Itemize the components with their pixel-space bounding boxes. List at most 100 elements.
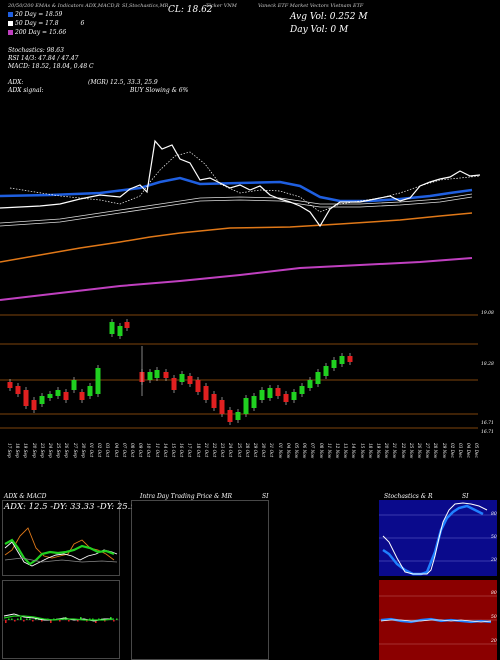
date-label: 26 Sep xyxy=(64,443,70,458)
candle-body xyxy=(79,392,85,400)
date-label: 07 Oct xyxy=(121,443,127,458)
macd-bar xyxy=(41,620,43,622)
header-indicators: 20/50/200 EMAs & Indicators ADX,MACD,R xyxy=(8,3,120,9)
mr-panel xyxy=(131,500,269,660)
macd-bar xyxy=(26,618,28,620)
date-label: 15 Nov xyxy=(359,443,365,459)
ema50-line xyxy=(0,193,473,224)
macd-bar xyxy=(29,618,31,620)
date-label: 18 Nov xyxy=(367,443,373,459)
candle-body xyxy=(117,326,123,336)
date-label: 16 Oct xyxy=(179,443,185,458)
adx-macd-title: ADX & MACD xyxy=(4,493,47,500)
date-label: 08 Oct xyxy=(130,443,135,458)
candle-body xyxy=(63,392,69,400)
ema50-line-2 xyxy=(0,196,473,227)
candle-body xyxy=(219,400,225,414)
legend-ema20: 20 Day = 18.59 xyxy=(8,11,84,18)
date-label: 30 Sep xyxy=(80,443,86,458)
date-label: 28 Oct xyxy=(244,443,250,458)
date-label: 26 Nov xyxy=(417,443,422,459)
ema200-swatch-icon xyxy=(8,30,13,35)
date-label: 31 Oct xyxy=(269,443,275,458)
mr-panel-title: Intra Day Trading Price & MR xyxy=(140,493,233,500)
date-label: 22 Oct xyxy=(212,443,217,458)
date-label: 05 Nov xyxy=(294,443,299,459)
macd-bar xyxy=(92,618,94,620)
candle-body xyxy=(39,396,45,404)
date-label: 07 Nov xyxy=(310,443,316,459)
macd-bar xyxy=(5,620,7,623)
macd-bar xyxy=(23,620,25,622)
date-label: 23 Sep xyxy=(39,443,45,458)
adx-orange-line xyxy=(4,527,115,561)
candle-body xyxy=(339,356,345,364)
date-label: 17 Sep xyxy=(7,443,12,458)
stoch-panel-title: Stochastics & R xyxy=(384,493,433,500)
macd-signal-line xyxy=(3,615,115,621)
date-label: 04 Oct xyxy=(113,443,119,458)
adx-green-line xyxy=(4,538,115,566)
date-label: 24 Sep xyxy=(48,443,53,458)
mr-panel-si: SI xyxy=(262,493,269,500)
date-label: 24 Oct xyxy=(228,443,234,458)
date-label: 02 Oct xyxy=(97,443,103,458)
stoch-k-line xyxy=(382,504,484,576)
candle-body xyxy=(195,380,201,392)
legend-ema50-label: 50 Day = 17.8 xyxy=(15,20,59,27)
date-label: 15 Oct xyxy=(171,443,176,458)
macd-bar xyxy=(59,620,61,622)
avg-volume: Avg Vol: 0.252 M xyxy=(290,12,368,22)
date-label: 29 Oct xyxy=(253,443,258,458)
macd-bar xyxy=(80,617,82,620)
date-label: 06 Nov xyxy=(302,443,308,459)
date-label: 13 Nov xyxy=(343,443,349,459)
legend-ema200: 200 Day = 15.66 xyxy=(8,29,84,36)
candle-body xyxy=(251,396,257,408)
macd-bar xyxy=(95,620,97,623)
macd-bar xyxy=(104,620,106,622)
date-label: 05 Dec xyxy=(474,443,480,458)
date-label: 18 Sep xyxy=(15,443,21,458)
date-label: 27 Nov xyxy=(425,443,431,459)
candle-body xyxy=(315,372,321,384)
price-axis-mid: 18.28 xyxy=(481,362,494,367)
date-label: 11 Nov xyxy=(326,443,332,459)
fund-name: Vaneck ETF Market Vectors Vietnam ETF xyxy=(258,3,364,9)
stoch-d-line xyxy=(382,502,488,575)
ema20-line xyxy=(0,176,473,203)
candle-body xyxy=(147,372,153,380)
stochastics-readout: Stochastics: 98.63 xyxy=(8,47,64,54)
macd-bar xyxy=(53,618,55,620)
adx-values: (MGR) 12.5, 33.3, 25.9 xyxy=(88,79,158,86)
candle-body xyxy=(227,410,233,422)
date-label: 08 Nov xyxy=(318,443,324,459)
candle-body xyxy=(71,380,77,390)
macd-bar xyxy=(11,618,13,620)
macd-bar xyxy=(116,618,118,620)
date-label: 20 Nov xyxy=(384,443,390,459)
macd-bar xyxy=(8,618,10,620)
date-label: 19 Nov xyxy=(376,443,381,459)
macd-bar xyxy=(20,617,22,620)
ema-orange-line xyxy=(0,212,473,263)
date-label: 01 Oct xyxy=(89,443,94,458)
candle-body xyxy=(154,370,160,378)
price-axis-top: 19.08 xyxy=(481,311,494,316)
legend-ema50: 50 Day = 17.8 6 xyxy=(8,20,84,27)
date-label: 14 Nov xyxy=(351,443,357,459)
adx-panel xyxy=(2,500,120,576)
legend-ema20-label: 20 Day = 18.59 xyxy=(15,11,63,18)
candle-body xyxy=(243,398,249,414)
candle-body xyxy=(23,390,29,406)
candle-body xyxy=(47,394,53,398)
macd-bar xyxy=(113,620,115,622)
rsi-readout: RSI 14/3: 47.84 / 47.47 xyxy=(8,55,79,62)
macd-panel xyxy=(2,580,120,659)
price-line xyxy=(0,139,481,228)
candles-group xyxy=(7,319,353,425)
macd-bar xyxy=(68,620,70,622)
candlestick-chart xyxy=(0,314,478,429)
legend-ema200-label: 200 Day = 15.66 xyxy=(15,29,67,36)
date-label: 09 Oct xyxy=(138,443,144,458)
